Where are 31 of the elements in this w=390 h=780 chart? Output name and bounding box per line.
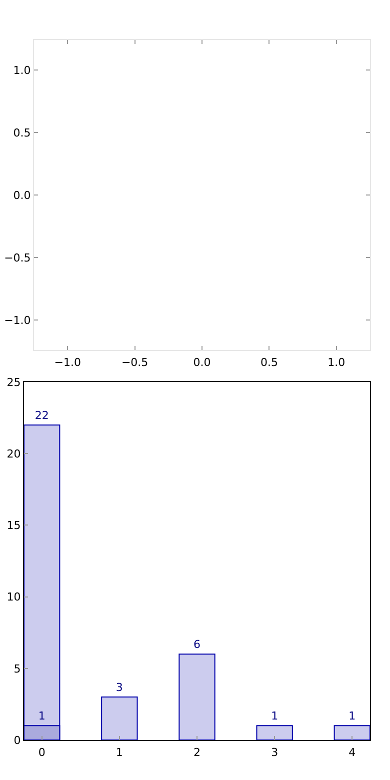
bar xyxy=(101,696,138,740)
x-tick-label: 1 xyxy=(116,746,123,760)
x-tick-label: 4 xyxy=(348,746,356,760)
data-label: 3 xyxy=(116,681,123,694)
bar xyxy=(256,725,293,740)
x-tick-label: 2 xyxy=(194,746,200,760)
x-tick-label: −1.0 xyxy=(54,356,81,370)
y-tick-label: 0.5 xyxy=(13,126,31,140)
y-tick-label: −1.0 xyxy=(4,314,31,327)
data-label: 1 xyxy=(348,710,356,723)
bar xyxy=(178,654,216,740)
y-tick-label: 0.0 xyxy=(13,188,31,202)
x-tick-label: 0.5 xyxy=(260,356,278,370)
x-tick-label: 0 xyxy=(38,746,46,760)
y-tick-label: −0.5 xyxy=(4,251,31,264)
y-tick-label: 1.0 xyxy=(13,64,31,77)
data-label: 1 xyxy=(271,710,278,723)
data-label: 6 xyxy=(194,638,200,652)
data-label: 1 xyxy=(38,710,46,723)
x-tick-label: 1.0 xyxy=(328,356,346,370)
y-tick-label: 15 xyxy=(6,519,21,532)
y-tick-label: 0 xyxy=(14,734,21,747)
y-tick-label: 5 xyxy=(14,662,21,676)
x-tick-label: 3 xyxy=(271,746,278,760)
bar xyxy=(334,725,370,740)
x-tick-label: 0.0 xyxy=(193,356,211,370)
y-tick-label: 25 xyxy=(6,376,21,389)
data-label: 22 xyxy=(34,408,49,422)
y-tick-label: 10 xyxy=(6,590,21,604)
y-tick-label: 20 xyxy=(6,447,21,460)
x-tick-label: −0.5 xyxy=(121,356,148,370)
